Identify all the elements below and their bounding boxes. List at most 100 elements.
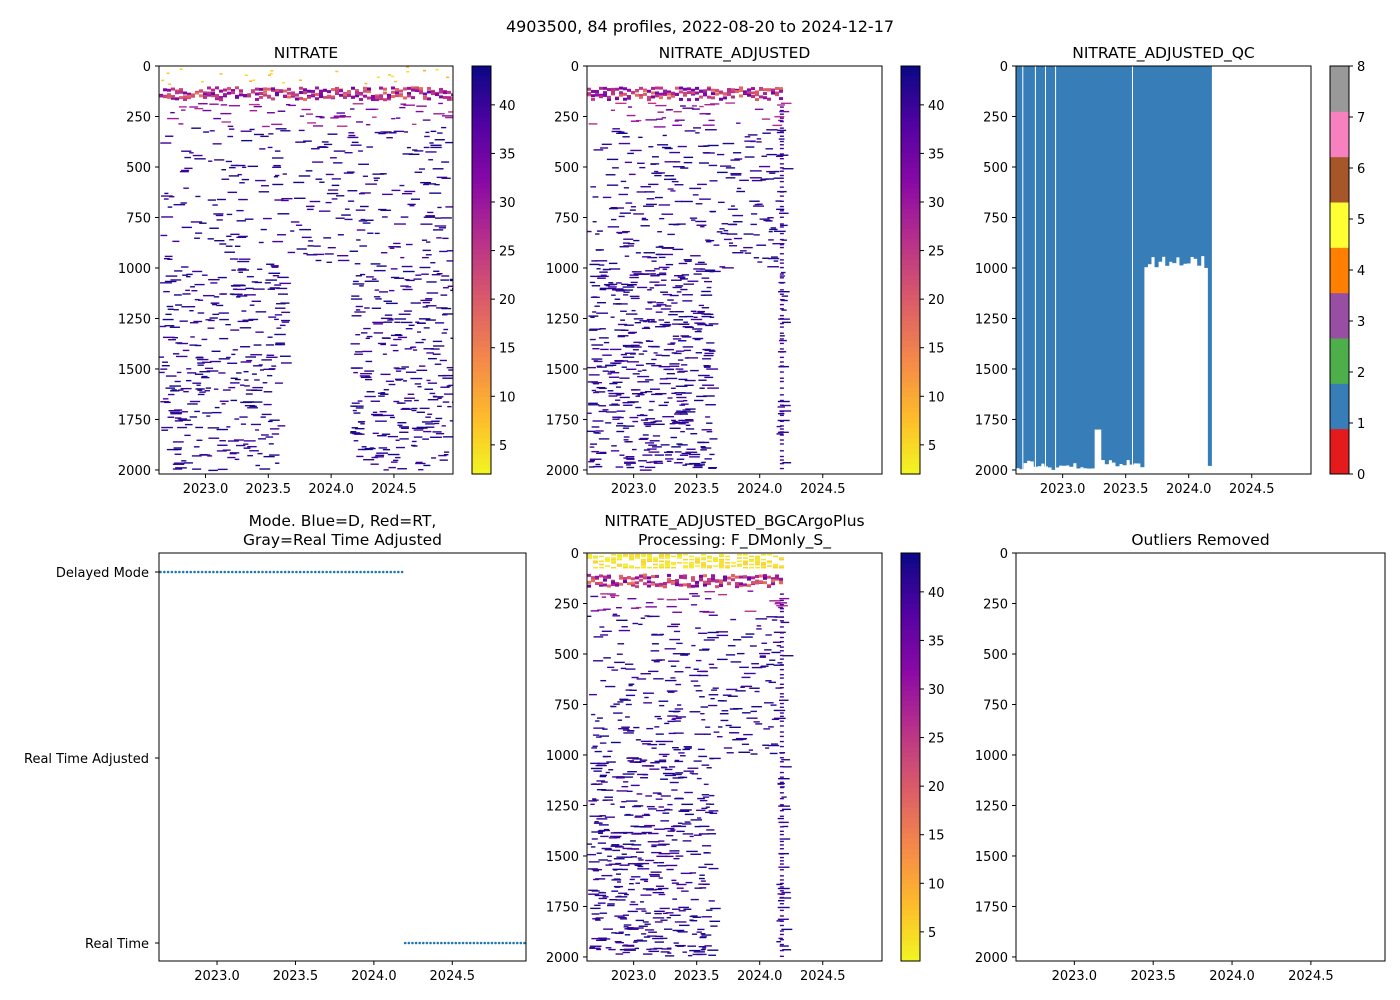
colorbar-segment — [901, 813, 920, 819]
mode-point — [295, 570, 298, 574]
heatmap-cell — [230, 399, 238, 402]
heatmap-cell — [662, 325, 671, 327]
mode-point — [197, 570, 200, 574]
y-tick-label: 1250 — [118, 312, 151, 327]
colorbar-tick-label: 25 — [928, 732, 945, 747]
heatmap-cell — [277, 276, 289, 279]
colorbar-segment — [901, 904, 920, 911]
heatmap-cell — [624, 161, 632, 164]
heatmap-cell — [781, 759, 791, 761]
colorbar-segment — [901, 234, 920, 240]
heatmap-cell — [602, 196, 612, 199]
heatmap-cell — [244, 218, 254, 220]
heatmap-cell — [618, 931, 624, 933]
heatmap-cell — [671, 419, 676, 422]
heatmap-cell — [591, 285, 601, 287]
heatmap-cell — [623, 238, 634, 240]
heatmap-cell — [162, 336, 175, 339]
heatmap-cell — [703, 145, 710, 147]
heatmap-cell — [763, 581, 767, 585]
heatmap-cell — [778, 937, 783, 940]
heatmap-cell — [625, 689, 633, 691]
heatmap-cell — [654, 912, 662, 915]
heatmap-cell — [761, 566, 766, 569]
heatmap-cell — [415, 462, 426, 465]
heatmap-cell — [647, 580, 651, 584]
heatmap-cell — [603, 341, 610, 344]
heatmap-cell — [635, 89, 639, 93]
heatmap-cell — [354, 427, 365, 430]
heatmap-cell — [635, 555, 640, 558]
heatmap-cell — [603, 657, 611, 659]
heatmap-cell — [356, 455, 364, 458]
heatmap-cell — [387, 97, 391, 101]
heatmap-cell — [196, 384, 201, 386]
heatmap-cell — [354, 311, 366, 313]
heatmap-cell — [194, 373, 204, 375]
qc-column — [1122, 66, 1127, 466]
mode-point — [366, 570, 370, 574]
heatmap-cell — [623, 732, 634, 734]
heatmap-cell — [678, 378, 688, 381]
heatmap-cell — [167, 95, 171, 99]
heatmap-cell — [651, 346, 660, 348]
heatmap-cell — [409, 205, 415, 207]
colorbar-segment — [472, 66, 491, 72]
heatmap-cell — [441, 425, 446, 427]
heatmap-cell — [348, 134, 356, 137]
heatmap-cell — [587, 366, 596, 369]
heatmap-cell — [598, 337, 609, 339]
heatmap-cell — [776, 433, 784, 435]
qc-column — [1143, 66, 1148, 268]
heatmap-cell — [323, 95, 327, 99]
heatmap-cell — [432, 395, 437, 398]
heatmap-cell — [709, 438, 718, 440]
heatmap-cell — [408, 324, 415, 327]
heatmap-cell — [624, 441, 632, 443]
heatmap-cell — [631, 346, 642, 348]
heatmap-cell — [656, 304, 667, 306]
heatmap-cell — [377, 342, 387, 345]
heatmap-cell — [623, 87, 627, 91]
heatmap-cell — [779, 342, 784, 345]
heatmap-cell — [704, 590, 716, 593]
heatmap-cell — [240, 384, 245, 386]
heatmap-cell — [393, 338, 402, 341]
heatmap-cell — [699, 825, 710, 828]
heatmap-cell — [590, 762, 601, 765]
colorbar-segment — [901, 583, 920, 590]
heatmap-cell — [202, 294, 215, 297]
heatmap-cell — [625, 346, 635, 348]
colorbar-segment — [901, 930, 920, 937]
heatmap-cell — [668, 660, 680, 662]
heatmap-cell — [587, 843, 593, 845]
mode-point — [253, 570, 257, 574]
heatmap-cell — [779, 144, 784, 146]
heatmap-cell — [194, 410, 200, 413]
heatmap-cell — [260, 135, 269, 138]
colorbar-segment — [901, 940, 920, 947]
heatmap-cell — [700, 446, 706, 448]
heatmap-cell — [327, 189, 339, 191]
heatmap-cell — [706, 430, 713, 433]
heatmap-cell — [251, 89, 255, 93]
heatmap-cell — [619, 454, 625, 456]
mode-point — [272, 570, 276, 574]
heatmap-cell — [737, 557, 742, 559]
colorbar-segment — [472, 285, 491, 291]
heatmap-cell — [259, 95, 263, 99]
heatmap-cell — [667, 803, 673, 806]
heatmap-cell — [605, 284, 610, 287]
mode-point — [490, 941, 494, 945]
heatmap-cell — [648, 670, 659, 673]
heatmap-cell — [659, 272, 667, 274]
heatmap-cell — [635, 252, 641, 254]
heatmap-cell — [359, 375, 370, 377]
heatmap-cell — [671, 387, 676, 389]
heatmap-cell — [651, 446, 662, 448]
heatmap-cell — [656, 855, 668, 858]
heatmap-cell — [626, 114, 636, 117]
heatmap-cell — [681, 274, 690, 276]
heatmap-cell — [778, 318, 790, 320]
heatmap-cell — [268, 133, 274, 135]
